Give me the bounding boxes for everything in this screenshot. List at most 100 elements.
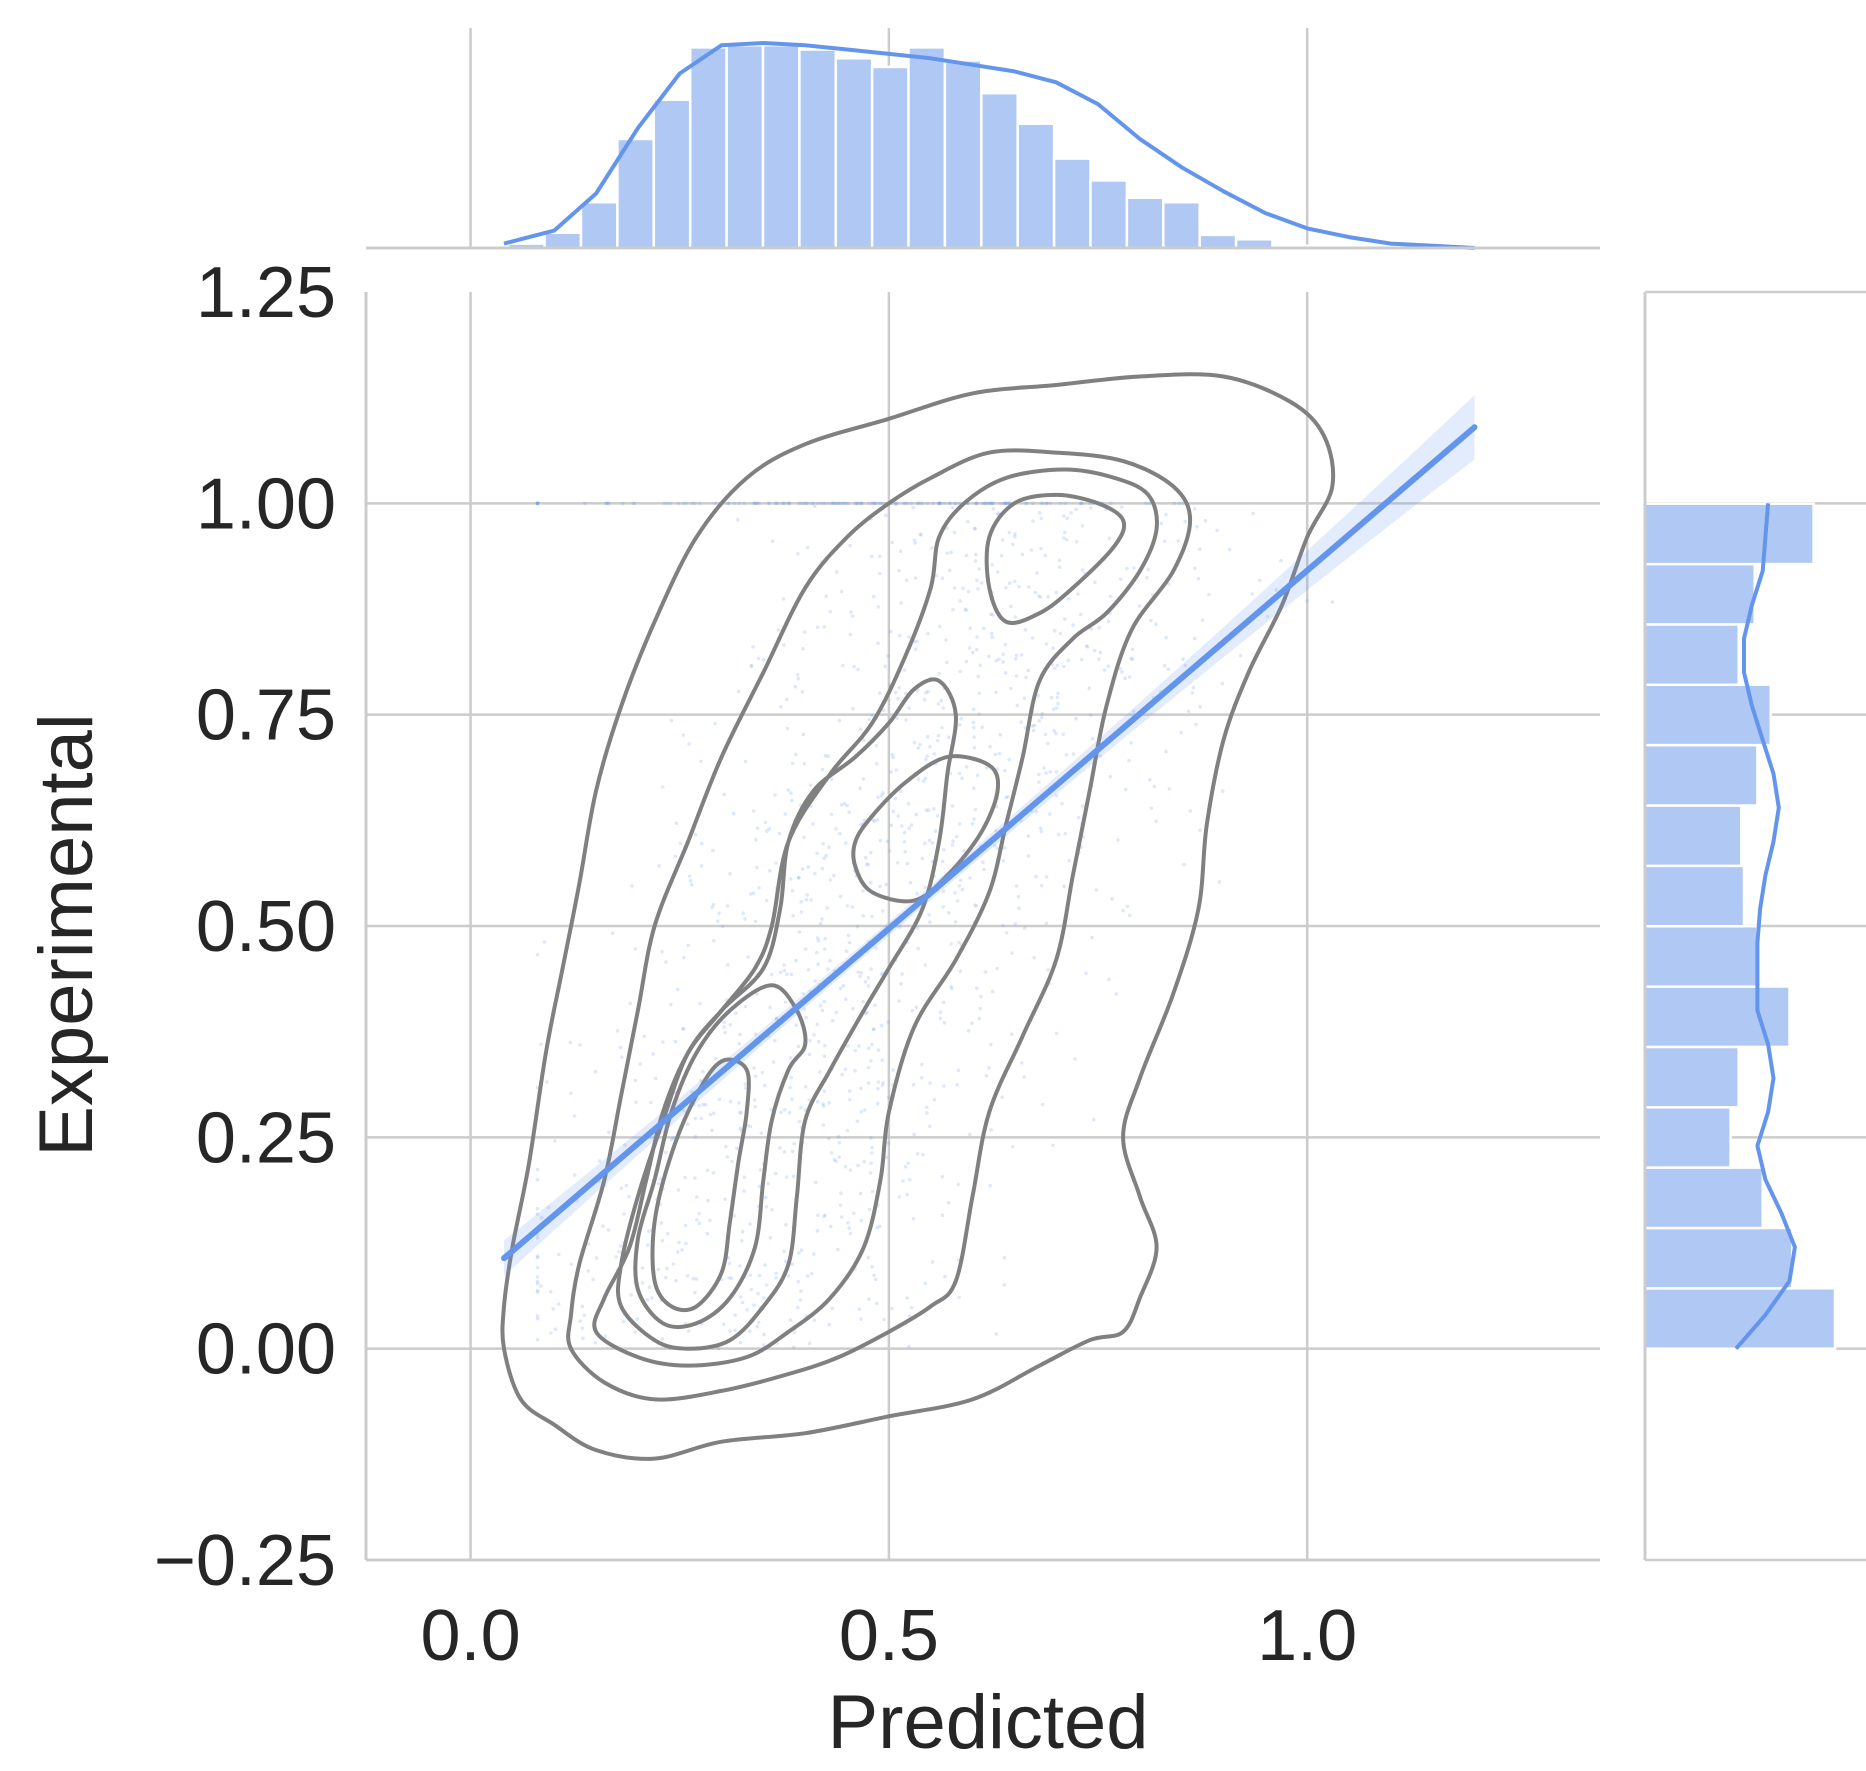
scatter-point xyxy=(878,838,883,843)
scatter-point xyxy=(884,1155,889,1160)
scatter-point xyxy=(1176,539,1180,543)
scatter-point xyxy=(553,1139,557,1143)
scatter-point xyxy=(1054,731,1058,736)
scatter-point xyxy=(1031,501,1035,506)
scatter-point xyxy=(1002,501,1007,506)
scatter-point xyxy=(872,819,877,823)
scatter-point xyxy=(821,1123,826,1127)
scatter-point xyxy=(938,501,943,506)
scatter-point xyxy=(535,501,540,506)
scatter-point xyxy=(870,1151,874,1155)
scatter-point xyxy=(886,654,890,658)
scatter-point xyxy=(806,968,811,972)
scatter-point xyxy=(973,903,977,907)
scatter-point xyxy=(1014,674,1019,678)
regression-band xyxy=(504,395,1475,1276)
scatter-point xyxy=(964,765,969,769)
scatter-point xyxy=(1019,720,1023,724)
scatter-point xyxy=(1020,552,1025,557)
scatter-point xyxy=(914,812,918,817)
scatter-point xyxy=(938,1010,943,1015)
scatter-point xyxy=(680,1027,685,1031)
scatter-point xyxy=(809,898,813,902)
scatter-point xyxy=(638,1062,643,1066)
scatter-point xyxy=(788,1056,793,1060)
scatter-point xyxy=(876,795,880,800)
scatter-point xyxy=(955,899,960,903)
y-tick-label: 0.00 xyxy=(196,1310,336,1390)
scatter-point xyxy=(674,821,679,825)
scatter-point xyxy=(866,862,870,867)
scatter-point xyxy=(862,1159,866,1164)
scatter-point xyxy=(735,1146,739,1151)
scatter-point xyxy=(989,631,994,636)
scatter-point xyxy=(855,1119,860,1124)
scatter-point xyxy=(1054,590,1059,595)
scatter-point xyxy=(975,773,980,778)
scatter-point xyxy=(778,1146,782,1150)
scatter-point xyxy=(940,1213,945,1217)
scatter-point xyxy=(635,1317,639,1321)
scatter-point xyxy=(621,1319,626,1324)
scatter-point xyxy=(804,501,808,506)
scatter-point xyxy=(665,1231,670,1236)
scatter-point xyxy=(668,501,673,506)
scatter-point xyxy=(710,905,714,910)
scatter-point xyxy=(910,1008,915,1013)
scatter-point xyxy=(790,1149,795,1154)
scatter-point xyxy=(601,1224,605,1228)
scatter-point xyxy=(849,610,853,614)
scatter-point xyxy=(1132,566,1136,570)
scatter-point xyxy=(1220,681,1225,686)
scatter-point xyxy=(886,1095,891,1100)
scatter-point xyxy=(990,989,995,994)
kde-contour xyxy=(650,1057,751,1313)
scatter-point xyxy=(789,791,793,795)
scatter-point xyxy=(844,841,848,845)
scatter-point xyxy=(539,1216,544,1220)
scatter-point xyxy=(964,553,969,558)
top-histogram-bar xyxy=(834,57,874,250)
scatter-point xyxy=(629,1293,633,1297)
scatter-point xyxy=(989,612,993,617)
scatter-point xyxy=(1093,580,1097,584)
scatter-point xyxy=(913,541,918,545)
scatter-point xyxy=(848,632,853,637)
scatter-point xyxy=(717,1097,722,1102)
scatter-point xyxy=(1069,511,1073,515)
scatter-point xyxy=(1092,648,1097,653)
top-histogram-bar xyxy=(579,200,619,250)
scatter-point xyxy=(785,697,789,702)
scatter-point xyxy=(1251,511,1255,516)
scatter-point xyxy=(837,501,841,506)
scatter-point xyxy=(799,1105,803,1110)
scatter-point xyxy=(682,955,686,960)
scatter-point xyxy=(957,723,962,727)
scatter-point xyxy=(1041,501,1045,506)
scatter-point xyxy=(783,812,788,816)
scatter-point xyxy=(1080,501,1084,506)
scatter-point xyxy=(675,987,680,992)
scatter-point xyxy=(1016,895,1021,899)
scatter-point xyxy=(831,501,835,506)
scatter-point xyxy=(876,641,880,645)
scatter-point xyxy=(725,904,730,908)
scatter-point xyxy=(897,999,901,1003)
scatter-point xyxy=(824,594,829,598)
scatter-point xyxy=(697,1211,701,1216)
scatter-point xyxy=(1010,951,1014,955)
scatter-point xyxy=(878,501,883,506)
scatter-point xyxy=(1010,1145,1015,1149)
scatter-point xyxy=(714,1056,718,1061)
scatter-point xyxy=(876,501,881,506)
scatter-point xyxy=(829,777,834,782)
scatter-point xyxy=(895,501,899,506)
scatter-point xyxy=(745,1308,749,1312)
scatter-point xyxy=(985,501,989,506)
scatter-point xyxy=(681,733,686,737)
top-histogram-bar xyxy=(980,91,1019,250)
scatter-point xyxy=(782,1108,787,1112)
scatter-point xyxy=(764,1195,768,1200)
scatter-point xyxy=(656,1267,661,1272)
kde-contour xyxy=(592,467,1159,1368)
